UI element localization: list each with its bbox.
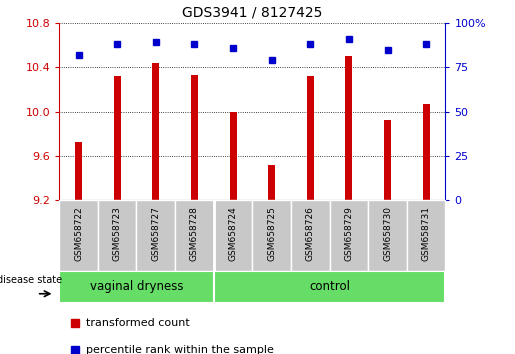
Bar bbox=[59, 200, 98, 271]
Bar bbox=[291, 200, 330, 271]
Bar bbox=[330, 200, 368, 271]
Bar bbox=[384, 120, 391, 200]
Text: GSM658723: GSM658723 bbox=[113, 206, 122, 262]
Bar bbox=[152, 63, 159, 200]
Text: GSM658725: GSM658725 bbox=[267, 206, 276, 262]
Bar bbox=[346, 56, 352, 200]
Bar bbox=[214, 200, 252, 271]
Bar bbox=[75, 143, 82, 200]
Bar bbox=[423, 104, 430, 200]
Text: GSM658730: GSM658730 bbox=[383, 206, 392, 262]
Text: GSM658729: GSM658729 bbox=[345, 206, 353, 262]
Text: GSM658722: GSM658722 bbox=[74, 207, 83, 261]
Bar bbox=[268, 165, 275, 200]
Bar bbox=[136, 200, 175, 271]
Bar bbox=[191, 75, 198, 200]
Text: vaginal dryness: vaginal dryness bbox=[90, 280, 183, 293]
Bar bbox=[407, 200, 445, 271]
Bar bbox=[230, 112, 236, 200]
Text: GSM658727: GSM658727 bbox=[151, 206, 160, 262]
Bar bbox=[175, 200, 214, 271]
Text: GSM658728: GSM658728 bbox=[190, 206, 199, 262]
Bar bbox=[214, 271, 445, 303]
Bar bbox=[114, 76, 121, 200]
Text: GSM658731: GSM658731 bbox=[422, 206, 431, 262]
Bar bbox=[59, 271, 214, 303]
Text: transformed count: transformed count bbox=[87, 318, 190, 328]
Text: GSM658724: GSM658724 bbox=[229, 207, 237, 261]
Text: control: control bbox=[309, 280, 350, 293]
Bar bbox=[368, 200, 407, 271]
Title: GDS3941 / 8127425: GDS3941 / 8127425 bbox=[182, 5, 322, 19]
Bar bbox=[307, 76, 314, 200]
Text: GSM658726: GSM658726 bbox=[306, 206, 315, 262]
Bar bbox=[98, 200, 136, 271]
Text: percentile rank within the sample: percentile rank within the sample bbox=[87, 344, 274, 354]
Bar bbox=[252, 200, 291, 271]
Text: disease state: disease state bbox=[0, 275, 62, 285]
